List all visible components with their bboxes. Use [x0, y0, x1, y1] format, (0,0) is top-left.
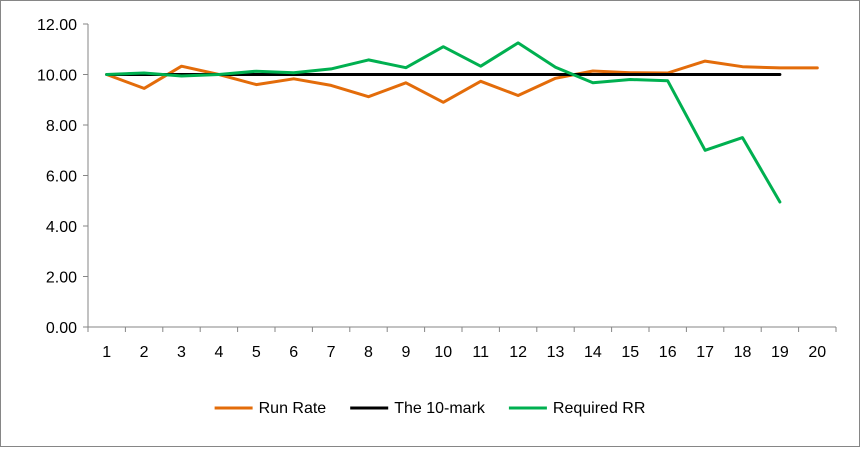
y-tick-label: 4.00	[46, 219, 77, 236]
y-axis: 0.00 2.00 4.00 6.00 8.00 10.00 12.00	[37, 17, 89, 337]
x-tick-label: 2	[140, 344, 149, 361]
x-tick-label: 19	[771, 344, 789, 361]
x-tick-label: 12	[509, 344, 527, 361]
y-tick-label: 6.00	[46, 169, 77, 186]
x-tick-label: 4	[214, 344, 223, 361]
x-tick-label: 17	[696, 344, 714, 361]
legend-label-run-rate: Run Rate	[259, 400, 327, 417]
y-tick-label: 10.00	[37, 68, 77, 85]
legend: Run Rate The 10-mark Required RR	[214, 400, 645, 417]
x-tick-label: 15	[621, 344, 639, 361]
x-tick-label: 10	[434, 344, 452, 361]
x-axis: 1 2 3 4 5 6 7 8 9 10 11 12 13 14 15 16 17 18 19 20	[87, 326, 837, 361]
x-tick-label: 6	[289, 344, 298, 361]
x-tick-label: 9	[401, 344, 410, 361]
x-tick-label: 18	[734, 344, 752, 361]
x-tick-label: 11	[472, 344, 489, 361]
legend-label-required-rr: Required RR	[553, 400, 645, 417]
x-tick-label: 1	[102, 344, 111, 361]
x-tick-label: 7	[327, 344, 336, 361]
x-tick-label: 5	[252, 344, 261, 361]
x-tick-label: 3	[177, 344, 186, 361]
series-line-required-rr	[105, 41, 782, 204]
x-tick-label: 16	[659, 344, 677, 361]
series-lines	[105, 41, 819, 204]
y-tick-label: 12.00	[37, 17, 77, 34]
x-tick-label: 8	[364, 344, 373, 361]
y-tick-label: 0.00	[46, 320, 77, 337]
series-line-run-rate	[105, 59, 819, 104]
x-tick-label: 20	[808, 344, 826, 361]
y-tick-label: 8.00	[46, 118, 77, 135]
x-tick-label: 13	[547, 344, 565, 361]
y-tick-label: 2.00	[46, 270, 77, 287]
legend-label-the-10-mark: The 10-mark	[394, 400, 486, 417]
x-tick-label: 14	[584, 344, 602, 361]
